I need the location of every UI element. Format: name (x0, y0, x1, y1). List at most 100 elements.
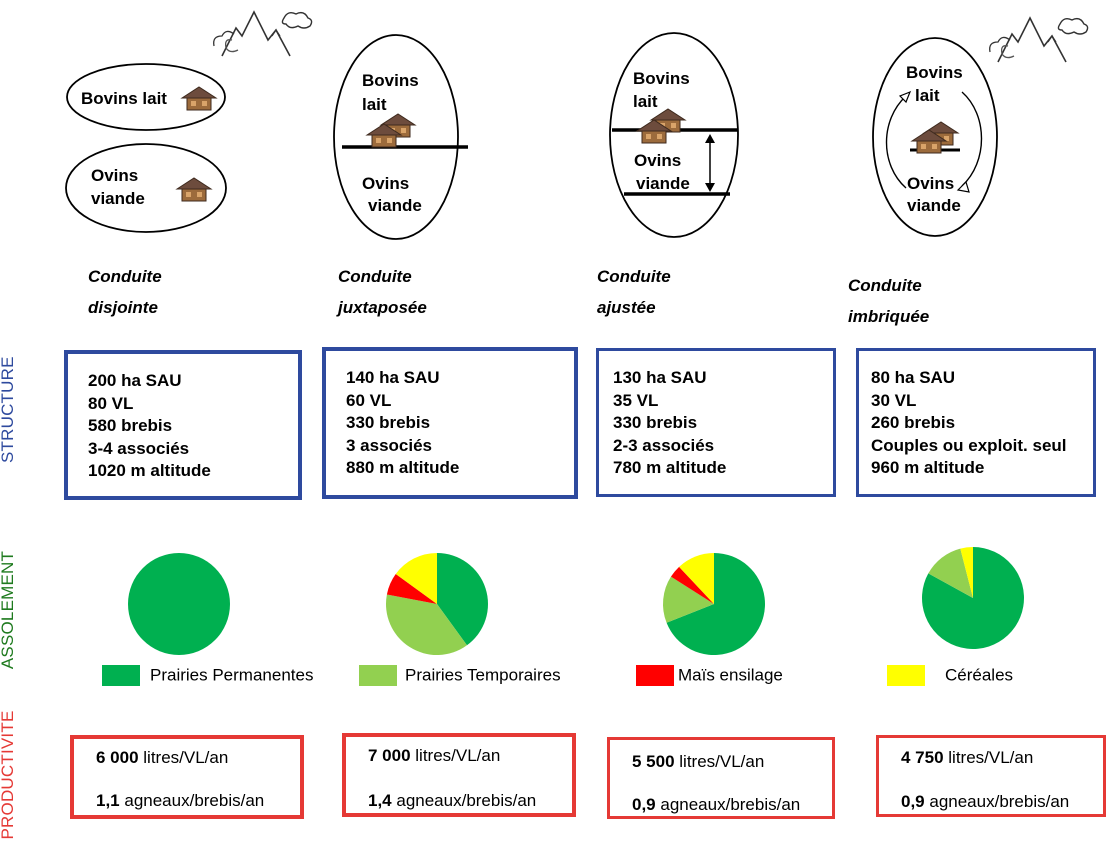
legend-label: Céréales (945, 665, 1014, 685)
mode-label-ajustee: Conduite ajustée (597, 261, 671, 323)
pie-slice-prairies-permanentes (666, 553, 766, 655)
pie-slice-cereales (395, 553, 437, 604)
structure-box-ajustee: 130 ha SAU 35 VL 330 brebis 2-3 associés… (596, 348, 836, 497)
structure-altitude: 960 m altitude (871, 458, 985, 477)
pie-conduite-imbriquee (922, 547, 1024, 649)
mode-line-2: ajustée (597, 298, 656, 317)
diagram-1-ovins-label-1: Ovins (91, 166, 138, 185)
lamb-yield-value: 1,4 (368, 791, 392, 810)
legend-cereales: Céréales (887, 665, 1014, 687)
legend-label: Maïs ensilage (678, 665, 783, 685)
structure-vl: 80 VL (88, 393, 134, 413)
lamb-yield: 1,4 agneaux/brebis/an (368, 791, 536, 811)
mode-line-2: imbriquée (848, 307, 930, 326)
pie-slice-mais-ensilage (670, 566, 714, 604)
mode-line-1: Conduite (88, 267, 162, 286)
side-label-productivite: PRODUCTIVITE (0, 710, 17, 840)
diagram-2-ovins-label-1: Ovins (362, 174, 409, 193)
milk-yield-unit: litres/VL/an (138, 748, 229, 767)
legend-swatch (102, 665, 140, 687)
lamb-yield: 0,9 agneaux/brebis/an (632, 795, 800, 815)
assolement-pie-charts (128, 547, 1024, 655)
legend-swatch (887, 665, 925, 687)
milk-yield-value: 7 000 (368, 746, 411, 765)
lamb-yield: 0,9 agneaux/brebis/an (901, 792, 1069, 812)
lamb-yield-unit: agneaux/brebis/an (924, 792, 1070, 811)
lamb-yield-unit: agneaux/brebis/an (655, 795, 801, 814)
diagram-2-bovins-label-2: lait (362, 95, 387, 114)
structure-associes: 3-4 associés (88, 438, 190, 458)
pie-slice-prairies-permanentes (437, 553, 489, 646)
lamb-yield-unit: agneaux/brebis/an (119, 791, 265, 810)
legend-swatch (636, 665, 674, 687)
lamb-yield: 1,1 agneaux/brebis/an (96, 791, 264, 811)
mountains-icon (212, 11, 313, 57)
diagram-3-ovins-label-2: viande (636, 174, 690, 193)
structure-altitude: 880 m altitude (346, 458, 460, 477)
structure-sau: 130 ha SAU (613, 368, 707, 387)
lamb-yield-value: 0,9 (901, 792, 925, 811)
pie-slice-prairies-temporaires (928, 548, 973, 598)
milk-yield-unit: litres/VL/an (410, 746, 501, 765)
milk-yield-value: 6 000 (96, 748, 139, 767)
pie-slice-prairies-temporaires (663, 576, 714, 623)
mode-label-imbriquee: Conduite imbriquée (848, 270, 929, 332)
pie-conduite-juxtaposee (386, 553, 489, 655)
diagram-ajustee: Bovins lait Ovins viande (609, 32, 739, 238)
legend-swatch (359, 665, 397, 687)
pie-conduite-ajustee (663, 553, 766, 655)
structure-altitude: 1020 m altitude (88, 461, 211, 480)
pie-slice-prairies-permanentes (128, 553, 230, 655)
mode-label-disjointe: Conduite disjointe (88, 261, 162, 323)
structure-associes: 3 associés (346, 435, 433, 455)
milk-yield: 4 750 litres/VL/an (901, 748, 1033, 768)
mode-line-1: Conduite (597, 267, 671, 286)
structure-sau: 200 ha SAU (88, 371, 182, 390)
structure-vl: 35 VL (613, 390, 659, 410)
structure-associes: 2-3 associés (613, 435, 715, 455)
milk-yield: 5 500 litres/VL/an (632, 752, 764, 772)
milk-yield-value: 4 750 (901, 748, 944, 767)
milk-yield-value: 5 500 (632, 752, 675, 771)
side-label-structure: STRUCTURE (0, 356, 17, 463)
pie-conduite-disjointe (128, 553, 230, 655)
structure-brebis: 580 brebis (88, 416, 173, 435)
legend-mais-ensilage: Maïs ensilage (636, 665, 783, 687)
structure-sau: 140 ha SAU (346, 368, 440, 387)
diagrams-svg: Bovins lait Ovins viande Bovins lait Ovi… (65, 11, 1089, 240)
structure-box-imbriquee: 80 ha SAU 30 VL 260 brebis Couples ou ex… (856, 348, 1096, 497)
mode-label-juxtaposee: Conduite juxtaposée (338, 261, 427, 323)
diagram-2-bovins-label-1: Bovins (362, 71, 419, 90)
mode-line-1: Conduite (848, 276, 922, 295)
legend-prairies-temporaires: Prairies Temporaires (359, 665, 561, 687)
legend-label: Prairies Permanentes (150, 665, 314, 685)
diagram-1-bovins-label: Bovins lait (81, 89, 167, 108)
mode-line-2: disjointe (88, 298, 158, 317)
structure-brebis: 260 brebis (871, 413, 956, 432)
lamb-yield-unit: agneaux/brebis/an (391, 791, 537, 810)
structure-sau: 80 ha SAU (871, 368, 956, 387)
diagram-juxtaposee: Bovins lait Ovins viande (333, 34, 468, 240)
diagram-4-bovins-label-1: Bovins (906, 63, 963, 82)
productivity-box-disjointe: 6 000 litres/VL/an 1,1 agneaux/brebis/an (70, 735, 304, 819)
pie-slice-cereales (960, 547, 973, 598)
diagram-4-ovins-label-2: viande (907, 196, 961, 215)
pie-slice-cereales (679, 553, 714, 604)
milk-yield-unit: litres/VL/an (674, 752, 765, 771)
legend-label: Prairies Temporaires (405, 665, 561, 685)
mountains-icon (988, 17, 1089, 63)
mode-line-2: juxtaposée (338, 298, 427, 317)
diagram-3-bovins-label-2: lait (633, 92, 658, 111)
structure-brebis: 330 brebis (346, 413, 431, 432)
milk-yield: 6 000 litres/VL/an (96, 748, 228, 768)
productivity-box-imbriquee: 4 750 litres/VL/an 0,9 agneaux/brebis/an (876, 735, 1106, 817)
productivity-box-juxtaposee: 7 000 litres/VL/an 1,4 agneaux/brebis/an (342, 733, 576, 817)
structure-altitude: 780 m altitude (613, 458, 727, 477)
structure-vl: 60 VL (346, 390, 392, 410)
structure-associes: Couples ou exploit. seul (871, 435, 1067, 455)
diagram-3-ovins-label-1: Ovins (634, 151, 681, 170)
legend-prairies-permanentes: Prairies Permanentes (102, 665, 314, 687)
diagram-disjointe: Bovins lait Ovins viande (65, 11, 313, 233)
diagram-1-ovins-label-2: viande (91, 189, 145, 208)
pie-slice-prairies-temporaires (386, 594, 467, 655)
